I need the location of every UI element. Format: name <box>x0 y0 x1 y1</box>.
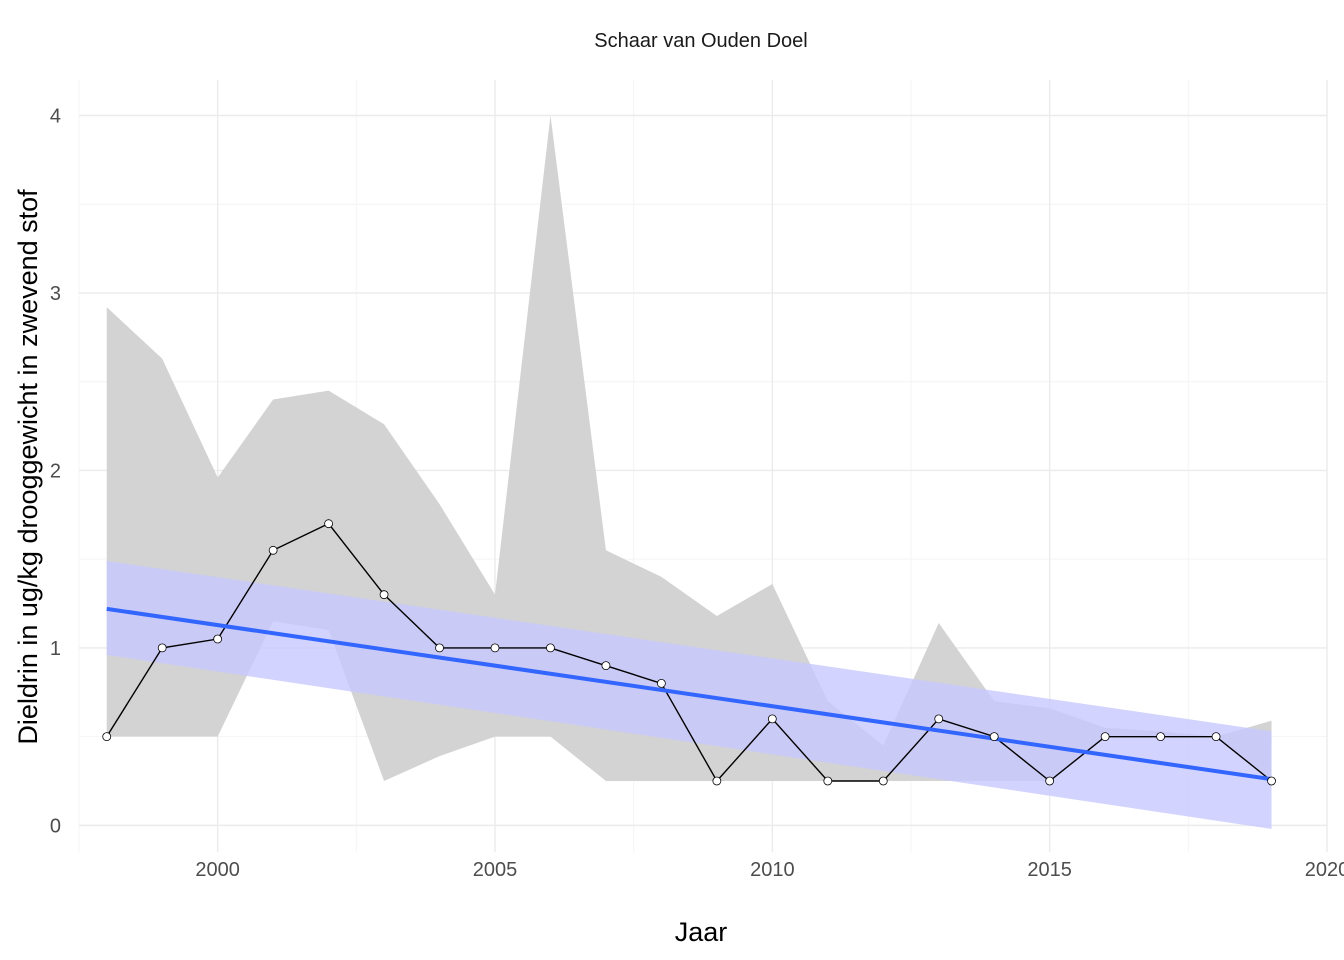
data-point <box>490 643 500 653</box>
series-line <box>106 522 1272 783</box>
data-point <box>379 590 389 600</box>
trend-line-layer <box>106 606 1272 782</box>
data-point <box>712 776 722 786</box>
data-point <box>1045 776 1055 786</box>
y-tick-labels: 0 1 2 3 4 <box>50 105 61 837</box>
x-tick-label: 2000 <box>195 859 240 881</box>
y-tick-label: 1 <box>50 638 61 660</box>
data-point <box>157 643 167 653</box>
data-point <box>324 519 334 529</box>
data-point <box>989 732 999 742</box>
data-point <box>213 634 223 644</box>
trend-line <box>106 606 1272 782</box>
y-tick-label: 4 <box>50 105 61 127</box>
y-tick-label: 3 <box>50 283 61 305</box>
chart-title: Schaar van Ouden Doel <box>594 30 807 52</box>
data-point <box>657 679 666 688</box>
data-point <box>435 643 444 653</box>
data-point <box>546 643 555 653</box>
data-point <box>1100 732 1110 742</box>
data-point <box>823 776 833 786</box>
data-point <box>1211 732 1221 742</box>
x-tick-label: 2020 <box>1305 859 1344 881</box>
data-point <box>102 732 112 742</box>
x-tick-labels: 2000 2005 2010 2015 2020 <box>195 859 1344 881</box>
data-point <box>268 545 278 555</box>
y-axis-title: Dieldrin in ug/kg drooggewicht in zweven… <box>13 189 43 745</box>
data-point <box>1267 776 1276 786</box>
x-tick-label: 2005 <box>473 859 518 881</box>
x-tick-label: 2010 <box>750 859 795 881</box>
data-point <box>601 661 611 671</box>
data-points-layer <box>102 519 1276 786</box>
x-axis-title: Jaar <box>675 917 728 947</box>
data-point <box>878 776 888 786</box>
data-point <box>767 714 777 724</box>
y-tick-label: 2 <box>50 460 61 482</box>
x-tick-label: 2015 <box>1027 859 1072 881</box>
series-line-layer <box>106 522 1272 783</box>
y-tick-label: 0 <box>50 815 61 837</box>
data-point <box>934 714 944 724</box>
data-point <box>1156 732 1165 742</box>
